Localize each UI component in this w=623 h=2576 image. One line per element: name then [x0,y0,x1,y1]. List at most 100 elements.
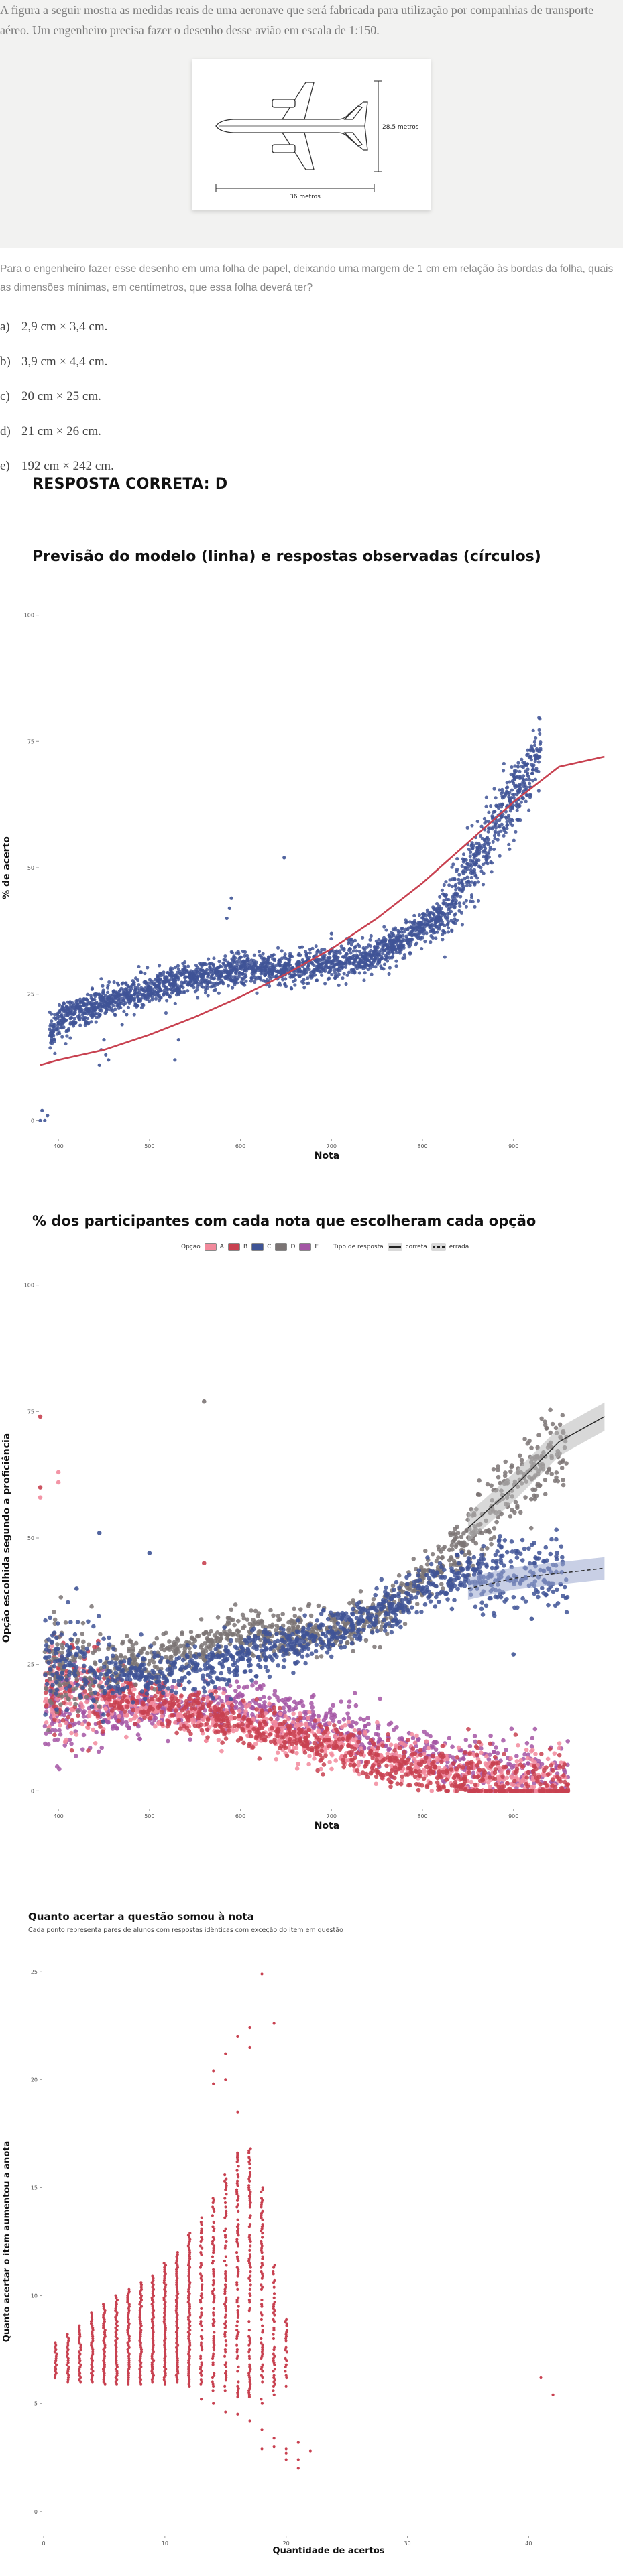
observed-point [387,933,391,938]
upper-engine [272,99,296,108]
observed-point [200,981,204,985]
option-point [148,1716,153,1721]
observed-point [387,972,391,976]
lower-wing [281,132,315,170]
observed-point [290,974,294,978]
observed-point [254,977,258,981]
observed-point [459,911,463,915]
observed-point [527,781,532,785]
observed-point [412,913,416,917]
option-point [418,1773,423,1779]
observed-point [532,768,536,772]
option-point [518,1758,523,1763]
observed-point [484,804,488,808]
observed-point [426,910,430,914]
observed-point [146,995,151,999]
observed-point [524,793,528,797]
option-point [262,1700,267,1705]
observed-point [213,988,218,992]
observed-point [194,970,199,974]
observed-point [428,915,432,919]
option-point [117,1714,122,1719]
observed-point [212,976,217,980]
observed-point [482,816,487,821]
observed-point [451,899,455,903]
observed-point [347,947,352,951]
observed-point [310,946,315,950]
observed-point [267,974,271,978]
observed-point [117,1006,121,1010]
option-point [341,1717,347,1722]
option-point [467,1744,473,1749]
observed-point [181,986,185,990]
observed-point [402,953,406,957]
option-point [58,1732,63,1737]
observed-point [176,976,180,980]
observed-point [385,959,390,963]
option-point [43,1690,48,1695]
option-e[interactable]: e) 192 cm × 242 cm. [0,459,114,474]
observed-point [287,959,291,963]
option-point [525,1756,530,1761]
observed-point [232,959,236,963]
observed-point [233,982,237,987]
observed-point [443,955,447,959]
option-b[interactable]: b) 3,9 cm × 4,4 cm. [0,355,107,369]
option-a[interactable]: a) 2,9 cm × 3,4 cm. [0,320,107,334]
observed-point [510,793,515,797]
option-point [69,1730,74,1736]
option-point [331,1703,335,1708]
option-point [541,1773,547,1778]
observed-point [532,753,537,757]
observed-point [320,948,324,952]
observed-point [104,1010,109,1014]
observed-point [298,945,302,950]
observed-point [494,803,498,808]
option-point [91,1727,96,1732]
observed-point [57,1010,61,1014]
option-point [243,1704,249,1710]
observed-point [349,951,353,955]
observed-point [521,777,525,781]
observed-point [298,974,302,978]
observed-point [264,965,268,969]
observed-point [92,1004,96,1008]
observed-point [469,893,474,897]
observed-point [232,954,236,958]
observed-point [512,838,516,842]
observed-point [90,1015,94,1019]
observed-point [476,899,481,903]
observed-point [207,962,211,966]
option-point [67,1737,72,1742]
observed-point [333,976,337,980]
observed-point [122,1009,126,1013]
option-point [44,1697,49,1701]
observed-point [162,993,166,997]
option-point [257,1703,262,1708]
observed-point [484,841,488,845]
observed-point [342,946,346,951]
option-point [346,1720,351,1725]
option-point [245,1733,250,1738]
option-letter: a) [0,320,10,334]
option-c[interactable]: c) 20 cm × 25 cm. [0,389,101,404]
observed-point [48,1031,53,1035]
option-point [233,1688,238,1693]
observed-point [472,868,476,872]
observed-point [479,824,484,828]
x-tick-label: 900 [508,1813,518,1819]
observed-point [217,976,221,980]
observed-point [404,927,408,931]
observed-point [453,883,458,887]
observed-point [50,1019,54,1023]
option-point [127,1726,132,1731]
observed-point [95,1006,99,1010]
option-point [327,1738,331,1742]
observed-point [120,1023,124,1027]
observed-point [446,930,451,934]
option-point [363,1724,367,1729]
option-point [98,1724,103,1729]
observed-point [373,947,377,951]
option-d[interactable]: d) 21 cm × 26 cm. [0,424,101,439]
observed-point [102,1038,106,1042]
